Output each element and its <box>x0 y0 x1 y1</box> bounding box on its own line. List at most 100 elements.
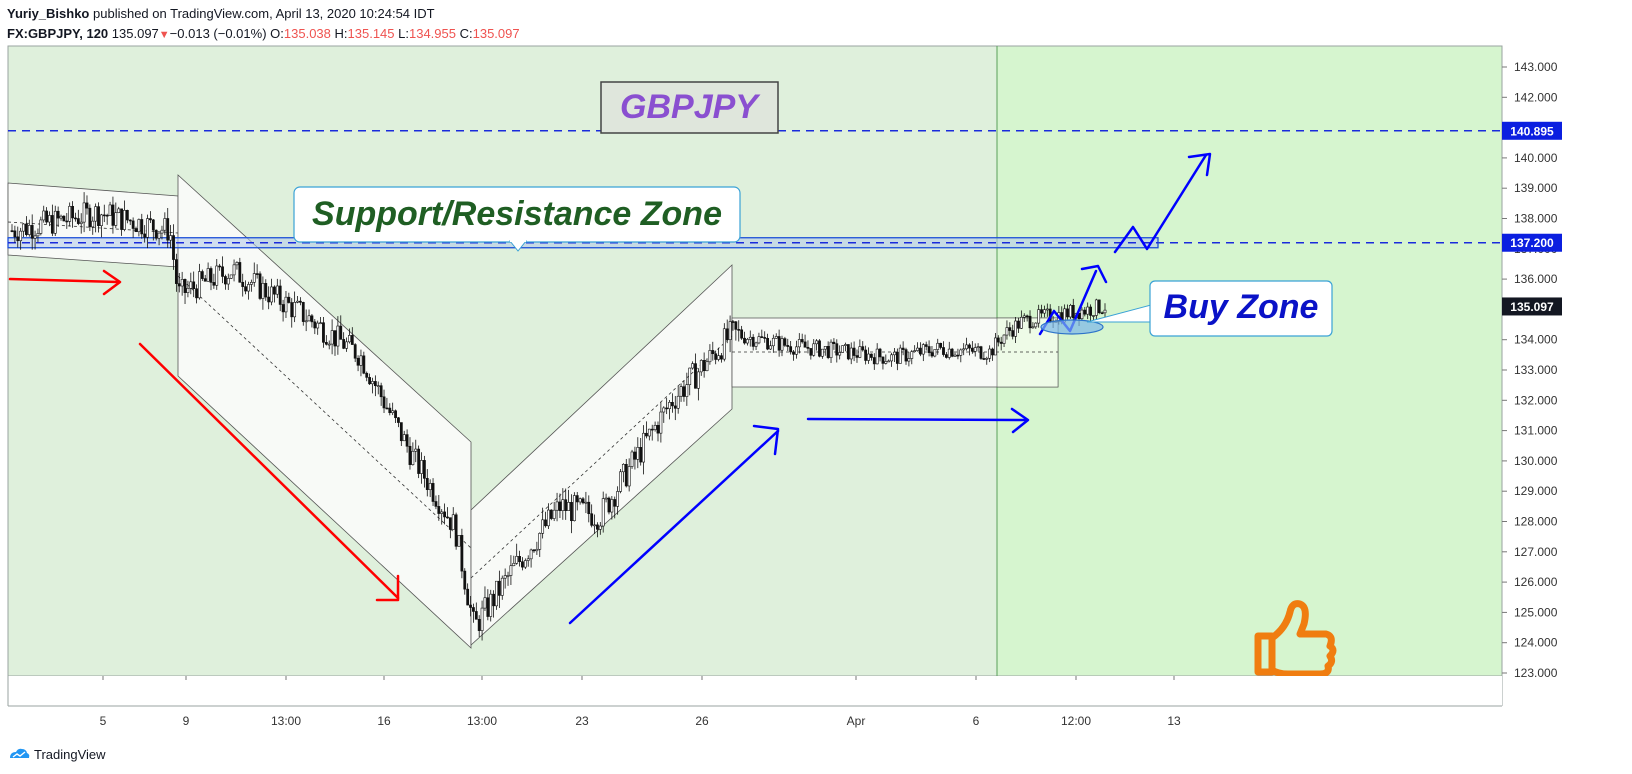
candle-body <box>1019 316 1023 329</box>
price-axis-bg <box>1502 46 1632 676</box>
candle-body <box>797 339 801 348</box>
candle <box>596 522 599 538</box>
candle-body <box>385 407 389 410</box>
candle <box>564 488 568 520</box>
tradingview-footer[interactable]: TradingView <box>8 744 106 764</box>
candle-body <box>936 342 940 350</box>
price-tick-label: 132.000 <box>1514 393 1558 407</box>
candle <box>408 437 412 470</box>
candle-body <box>25 223 28 235</box>
candle-body <box>278 285 282 305</box>
candle-body <box>639 447 643 463</box>
candle-body <box>893 351 896 356</box>
candle-body <box>1005 327 1009 336</box>
candle <box>740 325 744 340</box>
candle-body <box>53 210 57 234</box>
candle-body <box>477 619 481 631</box>
candle <box>668 399 671 420</box>
price-tick-label: 130.000 <box>1514 454 1558 468</box>
price-tick-label: 139.000 <box>1514 181 1558 195</box>
candle-body <box>56 210 60 219</box>
candle-body <box>131 220 135 229</box>
candle <box>864 345 868 365</box>
candle <box>221 256 224 284</box>
price-tick-label: 127.000 <box>1514 545 1558 559</box>
author-name[interactable]: Yuriy_Bishko <box>7 6 90 21</box>
candle-body <box>327 343 331 346</box>
blue-arrowhead-1 <box>752 424 780 456</box>
candle <box>526 555 530 567</box>
candle-body <box>149 218 152 221</box>
candle <box>1040 304 1043 318</box>
candle-body <box>875 348 879 365</box>
candle-body <box>304 320 308 323</box>
candle <box>578 497 582 505</box>
candle-body <box>486 597 490 617</box>
candle-body <box>102 214 106 217</box>
candle <box>1005 320 1009 340</box>
candle-body <box>668 402 671 410</box>
candle-body <box>463 570 467 590</box>
candle <box>570 494 573 534</box>
candle-body <box>884 361 888 364</box>
candle-body <box>760 336 764 338</box>
symbol-title-box <box>600 81 779 134</box>
candle <box>849 342 853 365</box>
candle <box>521 557 524 571</box>
candle <box>820 348 824 359</box>
price-tick-label: 138.000 <box>1514 212 1558 226</box>
candle-body <box>907 358 911 362</box>
candle <box>177 272 181 293</box>
candle-body <box>10 230 14 232</box>
candle <box>636 437 640 469</box>
candle-body <box>497 580 501 596</box>
candle <box>474 602 478 620</box>
candle-body <box>587 501 591 515</box>
candle <box>324 335 328 346</box>
candle-body <box>316 322 320 329</box>
candle-body <box>368 377 372 385</box>
candle <box>388 403 392 416</box>
candle-body <box>826 346 830 358</box>
candle-body <box>751 336 755 347</box>
candle <box>751 334 755 351</box>
candle <box>1097 299 1101 315</box>
candle-body <box>13 230 17 238</box>
candle <box>1100 311 1104 315</box>
candle-body <box>985 357 989 360</box>
candle <box>604 493 608 503</box>
candle <box>422 455 426 488</box>
candle-body <box>454 514 458 547</box>
candle <box>45 207 49 224</box>
candle-body <box>671 402 674 407</box>
candle <box>913 345 917 353</box>
candle-body <box>440 511 444 514</box>
candle <box>1045 303 1049 317</box>
candle-body <box>659 411 663 434</box>
candle <box>140 213 144 239</box>
candle-body <box>137 219 141 233</box>
candle <box>884 354 888 365</box>
candle <box>232 259 236 282</box>
candle-body <box>281 304 285 313</box>
candle-body <box>567 502 570 511</box>
candle-body <box>437 506 441 514</box>
candle-body <box>500 577 504 596</box>
candle-body <box>725 328 729 340</box>
candle <box>414 439 418 463</box>
candle <box>722 323 726 362</box>
candle <box>861 341 865 352</box>
candle <box>120 208 123 236</box>
price-tick-label: 129.000 <box>1514 484 1558 498</box>
candle-body <box>313 321 317 329</box>
candle <box>68 202 72 227</box>
candle-body <box>535 548 539 552</box>
candle <box>252 262 256 287</box>
candle <box>748 330 752 347</box>
candle <box>711 341 715 361</box>
candle-body <box>134 228 138 233</box>
candle <box>878 347 882 362</box>
candle <box>659 402 663 443</box>
candle-body <box>1002 334 1006 344</box>
